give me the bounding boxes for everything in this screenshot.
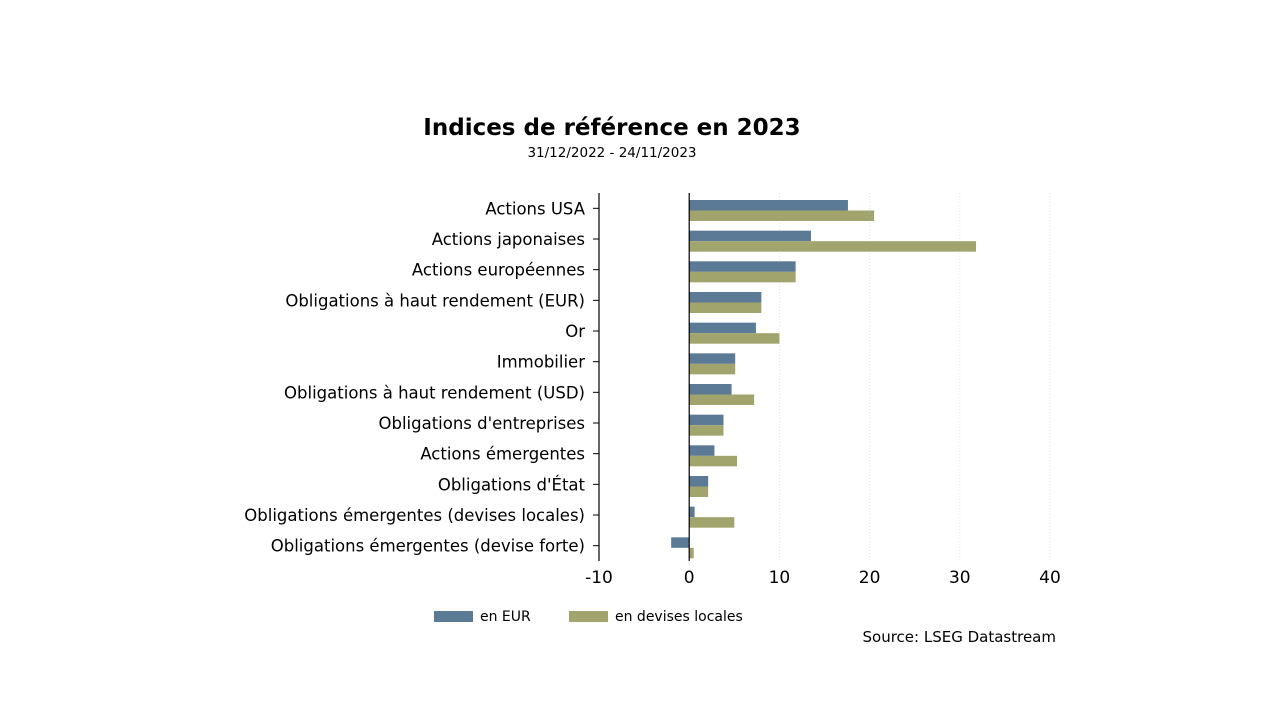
- x-tick-label-4: 30: [949, 568, 971, 588]
- bar-eur-0: [689, 200, 848, 211]
- gridlines: [778, 193, 1051, 561]
- axes: [593, 193, 690, 561]
- bar-local-7: [689, 425, 724, 436]
- x-tick-label-2: 10: [769, 568, 791, 588]
- bars: [671, 200, 977, 559]
- category-label-7: Obligations d'entreprises: [378, 414, 585, 433]
- bar-eur-8: [689, 445, 715, 456]
- bar-local-4: [689, 333, 780, 344]
- chart-subtitle: 31/12/2022 - 24/11/2023: [527, 145, 696, 161]
- category-label-9: Obligations d'État: [438, 475, 586, 494]
- source-note: Source: LSEG Datastream: [863, 628, 1056, 646]
- bar-local-3: [689, 302, 762, 313]
- bar-local-0: [689, 210, 875, 221]
- bar-local-5: [689, 363, 736, 375]
- category-label-5: Immobilier: [497, 353, 585, 372]
- category-label-1: Actions japonaises: [432, 230, 585, 249]
- bar-local-10: [689, 517, 735, 528]
- legend-swatch-eur: [434, 611, 473, 622]
- chart-title: Indices de référence en 2023: [423, 115, 800, 141]
- bar-eur-7: [689, 414, 724, 426]
- category-label-6: Obligations à haut rendement (USD): [284, 383, 585, 402]
- bar-local-2: [689, 271, 796, 283]
- category-label-11: Obligations émergentes (devise forte): [271, 537, 585, 556]
- category-labels: Actions USA Actions japonaises Actions eur…: [244, 199, 585, 555]
- x-tick-label-0: -10: [585, 568, 613, 588]
- x-tick-label-3: 20: [859, 568, 881, 588]
- bar-eur-1: [689, 230, 811, 242]
- bar-eur-9: [689, 476, 709, 487]
- bar-eur-5: [689, 353, 736, 364]
- bar-local-11: [689, 547, 694, 559]
- x-tick-label-5: 40: [1039, 568, 1061, 588]
- legend-swatch-local: [569, 611, 608, 622]
- x-tick-labels: -10 0 10 20 30 40: [585, 568, 1061, 588]
- bar-eur-2: [689, 261, 796, 272]
- category-label-0: Actions USA: [485, 199, 585, 218]
- x-tick-label-1: 0: [684, 568, 695, 588]
- category-label-3: Obligations à haut rendement (EUR): [285, 291, 585, 310]
- legend-label-eur: en EUR: [480, 609, 531, 625]
- bar-eur-6: [689, 384, 732, 395]
- bar-eur-4: [689, 322, 756, 334]
- bar-eur-3: [689, 292, 762, 303]
- bar-local-6: [689, 394, 755, 405]
- bar-local-9: [689, 486, 709, 497]
- bar-local-1: [689, 241, 977, 252]
- legend: en EUR en devises locales: [434, 609, 743, 625]
- legend-label-local: en devises locales: [615, 609, 743, 625]
- bar-eur-11: [671, 537, 690, 548]
- bar-local-8: [689, 455, 738, 467]
- category-label-10: Obligations émergentes (devises locales): [244, 506, 585, 525]
- category-label-2: Actions européennes: [412, 261, 585, 280]
- category-label-4: Or: [565, 322, 585, 341]
- bar-eur-10: [689, 506, 695, 518]
- category-label-8: Actions émergentes: [420, 445, 585, 464]
